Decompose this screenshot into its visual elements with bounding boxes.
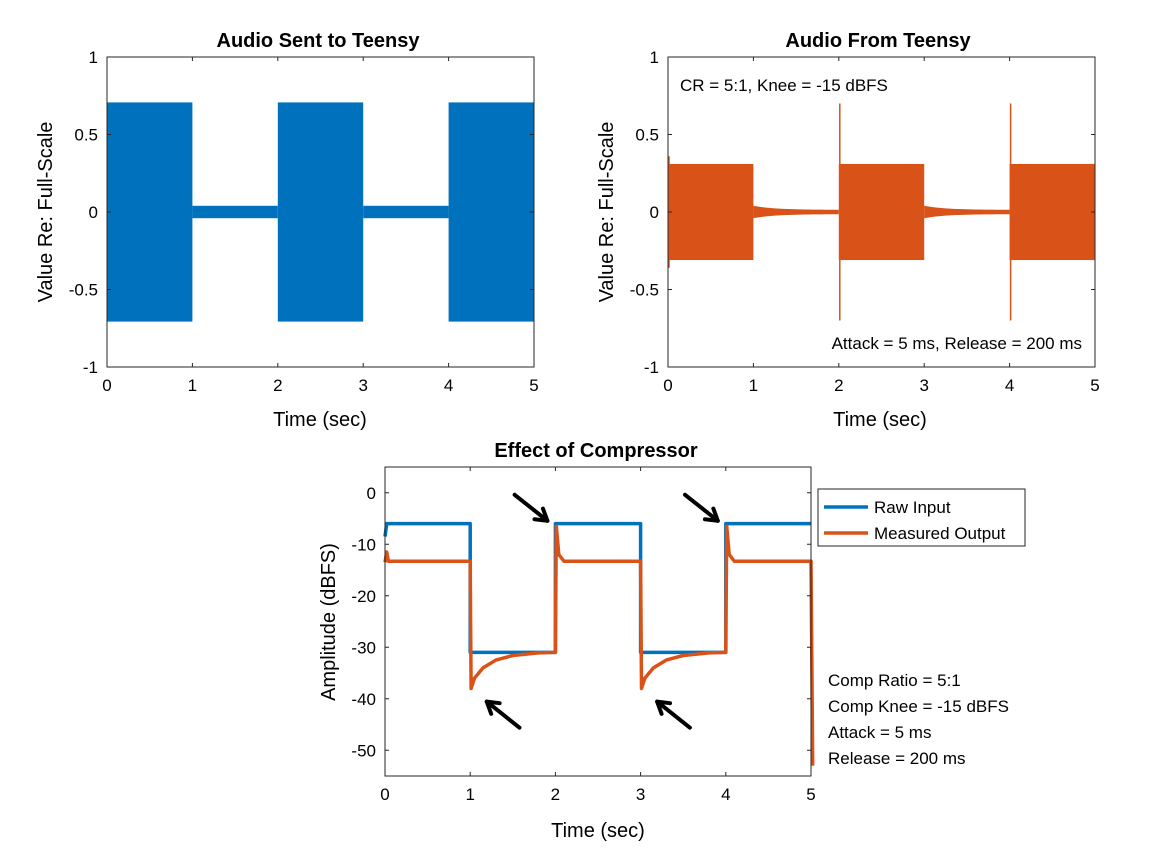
- x-tick-label: 5: [529, 376, 538, 395]
- panel-audio-from: Audio From Teensy 0 1 2 3 4 5 1 0.5 0 -0.5 -1 CR …: [596, 30, 1100, 431]
- x-tick-label: 1: [465, 785, 474, 804]
- x-axis-label: Time (sec): [833, 409, 927, 431]
- y-ticks: 1 0.5 0 -0.5 -1: [69, 48, 534, 377]
- waveform-segment: [363, 205, 449, 219]
- y-ticks: 0 -10 -20 -30 -40 -50: [351, 484, 811, 760]
- x-axis-label: Time (sec): [551, 820, 645, 842]
- x-tick-label: 2: [834, 376, 843, 395]
- waveform-segment: [668, 163, 754, 261]
- arrow: [683, 492, 720, 523]
- x-ticks: 0 1 2 3 4 5: [102, 57, 539, 395]
- waveform-segment: [924, 205, 1010, 219]
- annotation-release: Release = 200 ms: [828, 749, 966, 768]
- panel-compressor-effect: Effect of Compressor 0 1 2 3 4 5 0 -10 -20 -30 -4…: [318, 440, 1026, 842]
- annotation-cr-knee: CR = 5:1, Knee = -15 dBFS: [680, 76, 888, 95]
- waveform-segment: [753, 205, 839, 219]
- waveform-segment: [192, 205, 278, 219]
- x-tick-label: 1: [188, 376, 197, 395]
- arrow: [512, 492, 550, 523]
- waveform-segment: [107, 102, 193, 322]
- x-ticks: 0 1 2 3 4 5: [663, 57, 1100, 395]
- x-tick-label: 0: [102, 376, 111, 395]
- y-tick-label: 0: [367, 484, 376, 503]
- x-tick-label: 4: [1005, 376, 1014, 395]
- legend: Raw Input Measured Output: [817, 488, 1026, 547]
- y-ticks: 1 0.5 0 -0.5 -1: [630, 48, 1095, 377]
- waveform-segment: [448, 102, 534, 322]
- y-tick-label: 0.5: [74, 126, 98, 145]
- plot-area: [383, 521, 815, 766]
- y-tick-label: 0.5: [635, 126, 659, 145]
- x-tick-label: 3: [358, 376, 367, 395]
- x-tick-label: 4: [721, 785, 730, 804]
- annotation-attack: Attack = 5 ms: [828, 723, 931, 742]
- arrow: [484, 699, 522, 730]
- series-line-raw-input: [383, 521, 811, 655]
- series-line-measured-output: [383, 524, 815, 766]
- legend-entry-raw-input: Raw Input: [874, 498, 951, 517]
- x-tick-label: 0: [663, 376, 672, 395]
- y-tick-label: -40: [351, 690, 376, 709]
- y-tick-label: -0.5: [630, 281, 659, 300]
- plot-area: [668, 103, 1095, 321]
- chart-title: Audio From Teensy: [785, 30, 971, 52]
- waveform-segment: [838, 163, 925, 261]
- waveform-segment: [1009, 163, 1095, 261]
- x-tick-label: 5: [1090, 376, 1099, 395]
- annotation-attack-release: Attack = 5 ms, Release = 200 ms: [832, 334, 1082, 353]
- x-tick-label: 0: [380, 785, 389, 804]
- y-axis-label: Value Re: Full-Scale: [35, 122, 57, 303]
- y-tick-label: 1: [650, 48, 659, 67]
- x-axis-label: Time (sec): [273, 409, 367, 431]
- x-tick-label: 2: [551, 785, 560, 804]
- plot-area: [107, 102, 534, 322]
- y-tick-label: -1: [83, 358, 98, 377]
- y-axis-label: Amplitude (dBFS): [318, 543, 340, 701]
- y-tick-label: -30: [351, 638, 376, 657]
- y-tick-label: 0: [89, 203, 98, 222]
- x-tick-label: 4: [444, 376, 453, 395]
- y-tick-label: -50: [351, 741, 376, 760]
- x-tick-label: 3: [636, 785, 645, 804]
- y-tick-label: 1: [89, 48, 98, 67]
- y-tick-label: -10: [351, 535, 376, 554]
- x-tick-label: 1: [749, 376, 758, 395]
- y-tick-label: -20: [351, 587, 376, 606]
- legend-box: [817, 488, 1026, 547]
- annotation-comp-knee: Comp Knee = -15 dBFS: [828, 697, 1009, 716]
- x-tick-label: 3: [919, 376, 928, 395]
- axes-box: [384, 466, 812, 777]
- y-tick-label: -0.5: [69, 281, 98, 300]
- y-axis-label: Value Re: Full-Scale: [596, 122, 618, 303]
- chart-title: Effect of Compressor: [494, 440, 698, 462]
- legend-entry-measured-output: Measured Output: [874, 524, 1006, 543]
- x-tick-label: 5: [806, 785, 815, 804]
- arrows: [484, 492, 720, 730]
- arrow: [655, 699, 692, 730]
- y-tick-label: 0: [650, 203, 659, 222]
- waveform-segment: [277, 102, 364, 322]
- annotation-comp-ratio: Comp Ratio = 5:1: [828, 671, 961, 690]
- y-tick-label: -1: [644, 358, 659, 377]
- chart-title: Audio Sent to Teensy: [217, 30, 421, 52]
- x-ticks: 0 1 2 3 4 5: [380, 467, 816, 804]
- x-tick-label: 2: [273, 376, 282, 395]
